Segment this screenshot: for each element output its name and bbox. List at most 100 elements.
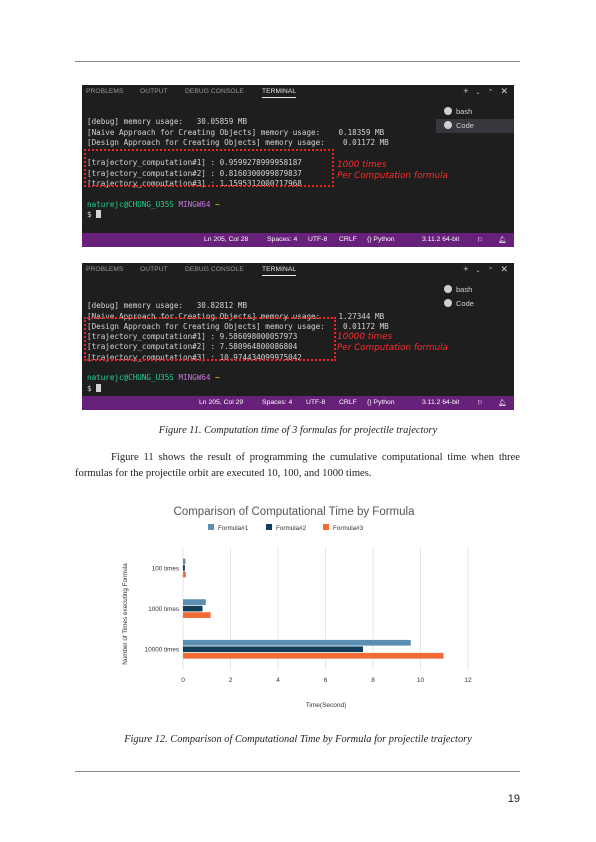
output-line: [debug] memory usage: 30.82812 MB xyxy=(87,301,248,311)
terminal-list: bash Code xyxy=(436,283,514,311)
bell-icon[interactable]: 🔔︎ xyxy=(498,400,507,407)
tab-problems[interactable]: PROBLEMS xyxy=(86,88,124,95)
output-line: [trajectory_computation#2] : 0.816030009… xyxy=(87,168,302,178)
tab-output[interactable]: OUTPUT xyxy=(140,88,168,95)
annotation-line: Per Computation formula xyxy=(337,171,448,181)
output-line: [trajectory_computation#3] : 1.159531200… xyxy=(87,179,302,189)
legend-swatch xyxy=(323,524,329,530)
feedback-icon[interactable]: ⚐ xyxy=(477,400,484,407)
figure-11-caption: Figure 11. Computation time of 3 formula… xyxy=(158,425,438,436)
category-label: 10000 times xyxy=(145,647,179,654)
chevron-down-icon[interactable]: ⌄ xyxy=(475,268,481,274)
tab-terminal[interactable]: TERMINAL xyxy=(262,88,297,98)
category-label: 1000 times xyxy=(148,606,179,613)
status-indentation[interactable]: Spaces: 4 xyxy=(262,399,293,406)
bar xyxy=(183,612,211,618)
status-indentation[interactable]: Spaces: 4 xyxy=(267,236,298,243)
annotation-line: Per Computation formula xyxy=(337,343,448,353)
terminal-list-item[interactable]: bash xyxy=(436,105,514,119)
bar-chart: Comparison of Computational Time by Form… xyxy=(122,506,472,709)
terminal-screenshot-2: PROBLEMS OUTPUT DEBUG CONSOLE TERMINAL +… xyxy=(82,263,514,410)
status-cursor-position[interactable]: Ln 205, Col 28 xyxy=(204,236,249,243)
x-tick-label: 10 xyxy=(417,677,425,684)
body-paragraph: Figure 11 shows the result of programmin… xyxy=(75,452,520,479)
terminal-icon xyxy=(444,107,452,115)
terminal-list-label: bash xyxy=(456,107,473,116)
prompt-env: MINGW64 xyxy=(178,199,211,209)
bar xyxy=(183,646,364,653)
terminal-tab-bar: PROBLEMS OUTPUT DEBUG CONSOLE TERMINAL +… xyxy=(82,263,514,278)
chart-title: Comparison of Computational Time by Form… xyxy=(174,506,416,518)
output-line: [debug] memory usage: 30.05859 MB xyxy=(87,117,248,127)
highlight-box xyxy=(84,149,334,187)
prompt-user: naturejc@CHUNG_U35S xyxy=(87,373,174,383)
terminal-icon xyxy=(444,285,452,293)
close-icon[interactable]: ✕ xyxy=(500,264,508,274)
x-tick-label: 0 xyxy=(181,677,185,684)
header-rule xyxy=(75,61,520,62)
chevron-up-icon[interactable]: ⌃ xyxy=(487,267,494,274)
tab-output[interactable]: OUTPUT xyxy=(140,266,168,273)
output-line: [trajectory_computation#1] : 9.586098000… xyxy=(87,332,298,342)
output-line: [trajectory_computation#3] : 10.97443409… xyxy=(87,352,302,362)
chevron-down-icon[interactable]: ⌄ xyxy=(475,90,481,96)
bar xyxy=(183,558,186,565)
prompt-symbol: $ xyxy=(87,209,92,219)
tab-debug-console[interactable]: DEBUG CONSOLE xyxy=(185,88,244,95)
chart-legend: Formula#1 Formula#2 Formula#3 xyxy=(208,524,364,532)
legend-swatch xyxy=(208,524,214,530)
status-interpreter[interactable]: 3.11.2 64-bit xyxy=(422,399,460,406)
terminal-list-item[interactable]: Code xyxy=(436,297,514,311)
terminal-list-item[interactable]: bash xyxy=(436,283,514,297)
chevron-up-icon[interactable]: ⌃ xyxy=(487,89,494,96)
prompt-user: naturejc@CHUNG_U35S xyxy=(87,199,174,209)
bar xyxy=(183,571,186,578)
status-language[interactable]: {} Python xyxy=(367,399,395,406)
annotation-line: 1000 times xyxy=(337,160,387,170)
tab-problems[interactable]: PROBLEMS xyxy=(86,266,124,273)
tab-debug-console[interactable]: DEBUG CONSOLE xyxy=(185,266,244,273)
terminal-list: bash Code xyxy=(436,105,514,133)
status-cursor-position[interactable]: Ln 205, Col 29 xyxy=(199,399,244,406)
bar xyxy=(183,639,411,646)
feedback-icon[interactable]: ⚐ xyxy=(477,237,484,244)
chart-bars xyxy=(183,558,444,659)
category-label: 100 times xyxy=(152,565,179,572)
terminal-icon xyxy=(444,299,452,307)
output-line: [trajectory_computation#1] : 0.959927899… xyxy=(87,158,302,168)
status-bar: Ln 205, Col 28 Spaces: 4 UTF-8 CRLF {} P… xyxy=(82,233,514,247)
x-tick-label: 12 xyxy=(464,677,472,684)
legend-label: Formula#3 xyxy=(333,525,364,532)
tab-terminal[interactable]: TERMINAL xyxy=(262,266,297,276)
terminal-cursor xyxy=(96,383,102,392)
status-eol[interactable]: CRLF xyxy=(339,399,357,406)
status-language[interactable]: {} Python xyxy=(367,236,395,243)
output-line: [Design Approach for Creating Objects] m… xyxy=(87,137,389,147)
bar xyxy=(183,652,444,659)
figure-12-caption: Figure 12. Comparison of Computational T… xyxy=(124,734,472,745)
terminal-list-item[interactable]: Code xyxy=(436,119,514,133)
bar xyxy=(183,565,185,571)
prompt-dir: ~ xyxy=(215,373,220,383)
status-interpreter[interactable]: 3.11.2 64-bit xyxy=(422,236,460,243)
bell-icon[interactable]: 🔔︎ xyxy=(498,237,507,244)
terminal-list-label: bash xyxy=(456,285,473,294)
annotation-text: 10000 times Per Computation formula xyxy=(337,332,448,354)
output-line: [trajectory_computation#2] : 7.580964800… xyxy=(87,342,298,352)
terminal-cursor xyxy=(96,209,102,218)
legend-label: Formula#1 xyxy=(218,525,249,532)
status-encoding[interactable]: UTF-8 xyxy=(306,399,326,406)
bar xyxy=(183,605,203,612)
terminal-icon xyxy=(444,121,452,129)
plus-icon[interactable]: + xyxy=(463,264,469,274)
status-eol[interactable]: CRLF xyxy=(339,236,357,243)
plus-icon[interactable]: + xyxy=(463,86,469,96)
terminal-screenshot-1: PROBLEMS OUTPUT DEBUG CONSOLE TERMINAL +… xyxy=(82,85,514,247)
annotation-line: 10000 times xyxy=(337,332,393,342)
highlight-box xyxy=(84,317,336,361)
status-bar: Ln 205, Col 29 Spaces: 4 UTF-8 CRLF {} P… xyxy=(82,396,514,410)
status-encoding[interactable]: UTF-8 xyxy=(308,236,328,243)
terminal-list-label: Code xyxy=(456,299,474,308)
close-icon[interactable]: ✕ xyxy=(500,86,508,96)
terminal-output: [debug] memory usage: 30.82812 MB [Naive… xyxy=(87,291,389,394)
